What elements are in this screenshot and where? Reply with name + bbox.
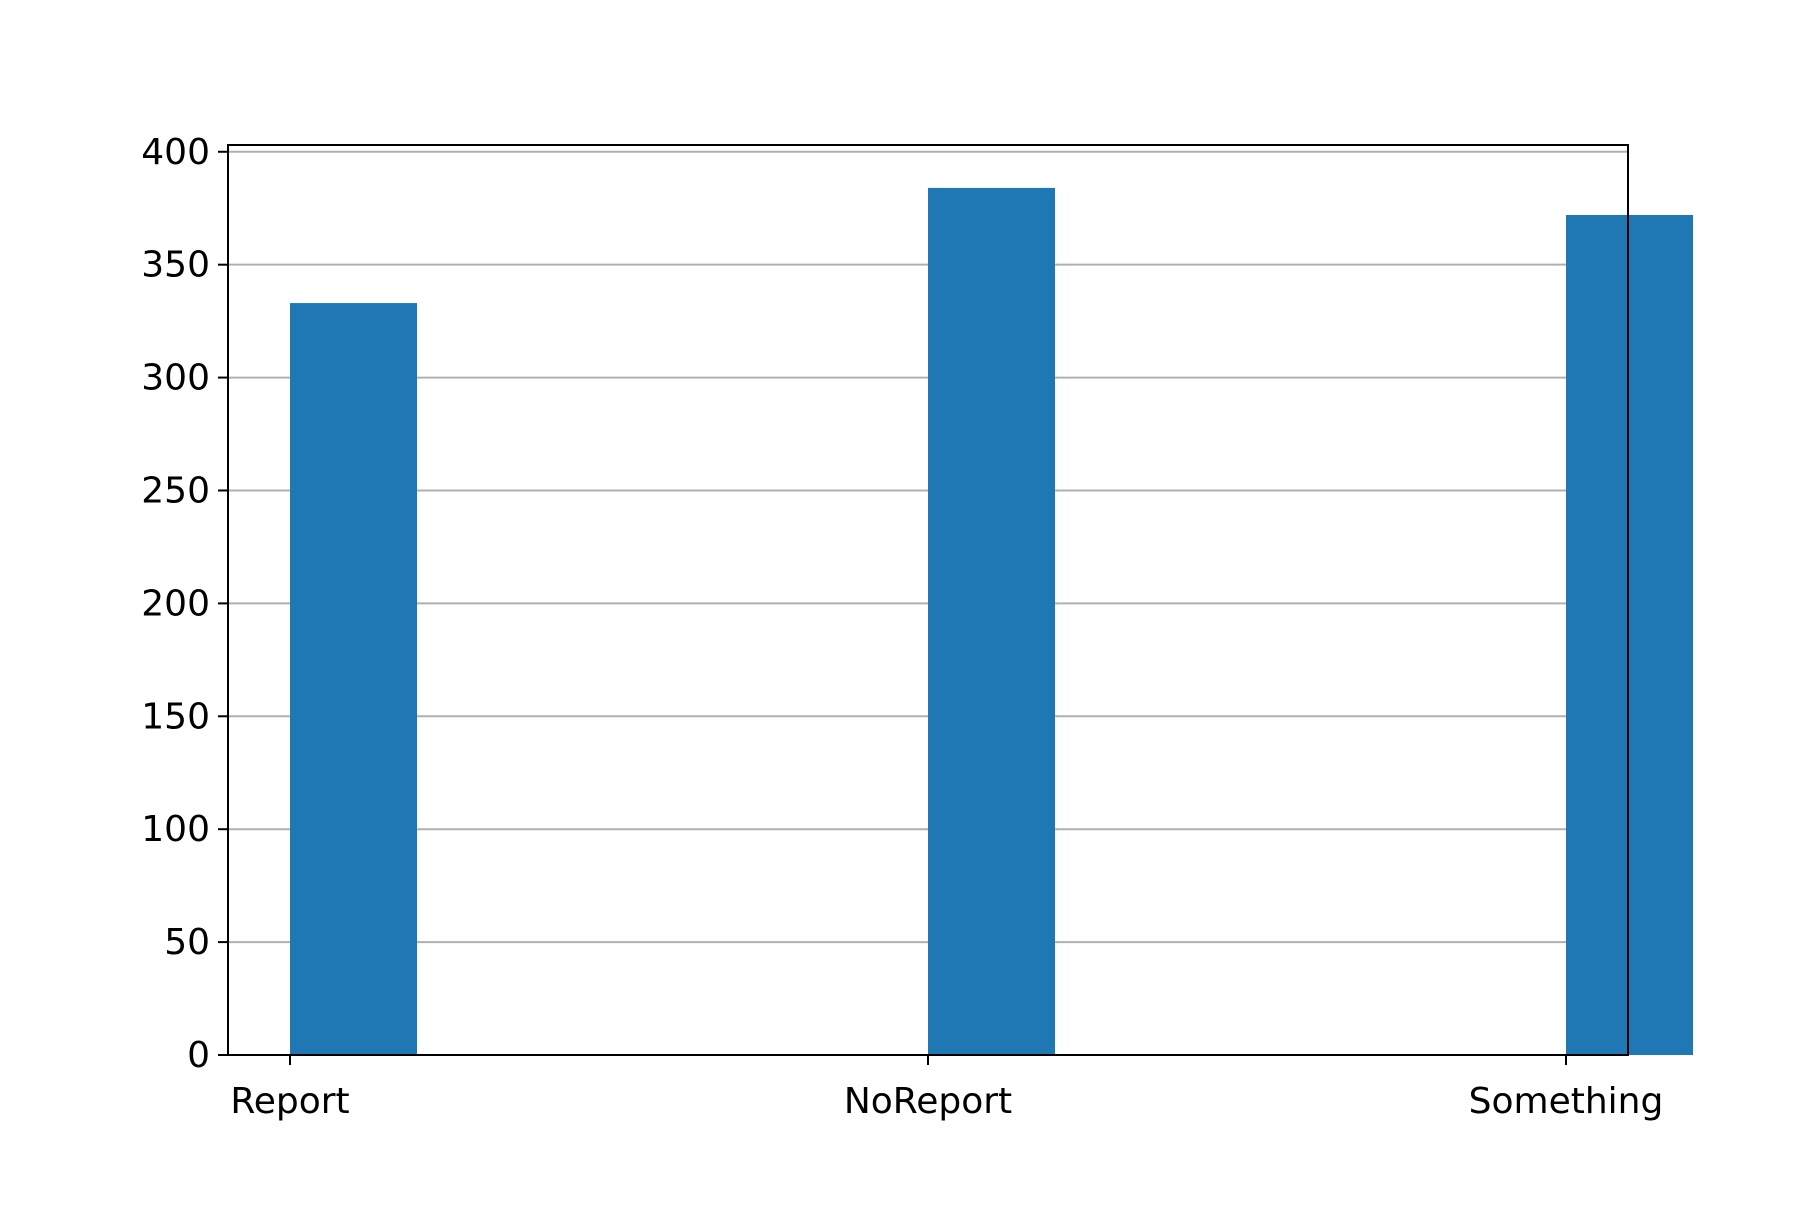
- y-axis-ticks: 0 50 100 150 200 250 300 350 400: [141, 132, 228, 1076]
- bars: [290, 187, 1693, 1056]
- y-tick-label: 200: [141, 583, 210, 624]
- y-tick-label: 250: [141, 470, 210, 511]
- bar-something: [1566, 215, 1693, 1055]
- y-tick-label: 0: [187, 1035, 210, 1076]
- y-tick-label: 150: [141, 696, 210, 737]
- x-tick-label: Something: [1469, 1081, 1664, 1122]
- x-axis-ticks: Report NoReport Something: [230, 1055, 1663, 1122]
- y-tick-label: 100: [141, 809, 210, 850]
- y-tick-label: 400: [141, 132, 210, 173]
- y-tick-label: 300: [141, 358, 210, 399]
- x-tick-label: NoReport: [844, 1081, 1012, 1122]
- bar-noreport: [928, 187, 1055, 1056]
- y-tick-label: 350: [141, 245, 210, 286]
- y-tick-label: 50: [164, 922, 210, 963]
- bar-report: [290, 303, 417, 1055]
- x-tick-label: Report: [230, 1081, 349, 1122]
